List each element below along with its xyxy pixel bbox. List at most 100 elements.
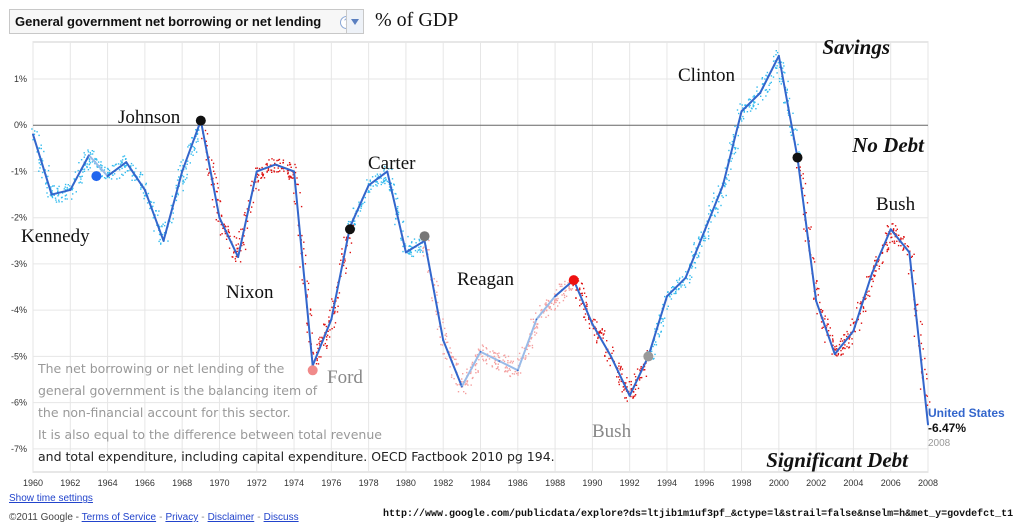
disclaimer-link[interactable]: Disclaimer (207, 512, 255, 523)
scatter-dot (724, 184, 726, 187)
scatter-dot (591, 320, 594, 322)
scatter-dot (851, 338, 853, 340)
scatter-dot (39, 167, 41, 169)
scatter-dot (237, 243, 239, 245)
scatter-dot (507, 362, 509, 364)
scatter-dot (517, 374, 519, 376)
scatter-dot (220, 214, 223, 216)
show-time-settings-link[interactable]: Show time settings (9, 493, 93, 504)
scatter-dot (225, 238, 228, 240)
scatter-dot (419, 248, 421, 250)
scatter-dot (664, 295, 666, 298)
scatter-dot (768, 88, 771, 91)
scatter-dot (382, 181, 385, 183)
scatter-dot (926, 395, 928, 397)
scatter-dot (38, 134, 40, 137)
scatter-dot (913, 253, 915, 255)
scatter-dot (481, 344, 484, 346)
scatter-dot (867, 276, 870, 278)
scatter-dot (455, 362, 458, 365)
series-segment (572, 279, 594, 326)
scatter-dot (691, 267, 693, 269)
scatter-dot (804, 194, 806, 197)
scatter-dot (134, 179, 136, 181)
x-tick-label: 2006 (881, 478, 901, 488)
scatter-dot (583, 292, 586, 294)
scatter-dot (815, 282, 817, 284)
scatter-dot (442, 353, 444, 355)
scatter-dot (347, 223, 349, 225)
scatter-dot (213, 206, 215, 208)
scatter-dot (695, 253, 698, 255)
scatter-dot (169, 220, 171, 223)
scatter-dot (764, 89, 767, 91)
scatter-dot (813, 297, 815, 299)
scatter-dot (630, 388, 632, 390)
x-tick-label: 1984 (470, 478, 490, 488)
scatter-dot (848, 347, 850, 349)
privacy-link[interactable]: Privacy (165, 512, 199, 523)
scatter-dot (562, 299, 565, 302)
x-tick-label: 1970 (209, 478, 229, 488)
scatter-dot (742, 107, 744, 109)
series-segment (181, 119, 202, 173)
scatter-dot (691, 255, 694, 257)
scatter-dot (215, 219, 217, 221)
data-point (740, 110, 743, 113)
scatter-dot (604, 354, 606, 357)
chevron-down-icon[interactable] (346, 10, 363, 33)
scatter-dot (326, 334, 329, 336)
scatter-dot (536, 323, 539, 325)
data-point (815, 300, 817, 302)
scatter-dot (89, 167, 91, 169)
scatter-dot (318, 342, 320, 344)
scatter-dot (83, 168, 86, 170)
scatter-dot (645, 375, 648, 377)
scatter-dot (619, 367, 621, 370)
scatter-dot (142, 192, 145, 194)
data-point (218, 216, 221, 219)
scatter-dot (122, 174, 124, 176)
scatter-dot (881, 252, 884, 254)
scatter-dot (385, 178, 387, 181)
scatter-dot (588, 323, 591, 325)
scatter-dot (485, 347, 487, 349)
scatter-dot (443, 353, 445, 355)
data-point (722, 184, 724, 187)
scatter-dot (130, 162, 133, 165)
scatter-dot (711, 214, 713, 216)
scatter-dot (748, 106, 751, 108)
scatter-dot (762, 99, 764, 101)
scatter-dot (827, 323, 829, 325)
series-segment (442, 339, 463, 388)
terms-link[interactable]: Terms of Service (81, 512, 157, 523)
scatter-dot (81, 182, 83, 184)
scatter-dot (752, 96, 754, 98)
scatter-dot (870, 278, 872, 281)
series-line (32, 54, 929, 426)
scatter-dot (151, 206, 153, 208)
scatter-dot (36, 131, 38, 133)
series-segment (833, 329, 855, 356)
scatter-dot (630, 384, 632, 386)
scatter-dot (730, 143, 732, 146)
scatter-dot (56, 187, 58, 190)
x-tick-label: 1986 (508, 478, 528, 488)
scatter-dot (318, 356, 320, 358)
scatter-dot (72, 193, 74, 195)
scatter-dot (250, 211, 252, 213)
scatter-dot (498, 369, 500, 371)
scatter-dot (125, 165, 127, 167)
scatter-dot (250, 184, 252, 187)
series-segment (498, 360, 519, 372)
y-tick-label: -1% (11, 166, 27, 176)
scatter-dot (185, 168, 187, 170)
indicator-selector[interactable]: General government net borrowing or net … (9, 9, 364, 34)
scatter-dot (163, 225, 166, 227)
scatter-dot (821, 327, 823, 329)
data-point (274, 163, 277, 166)
scatter-dot (766, 75, 768, 77)
scatter-dot (244, 248, 247, 251)
discuss-link[interactable]: Discuss (263, 512, 299, 523)
